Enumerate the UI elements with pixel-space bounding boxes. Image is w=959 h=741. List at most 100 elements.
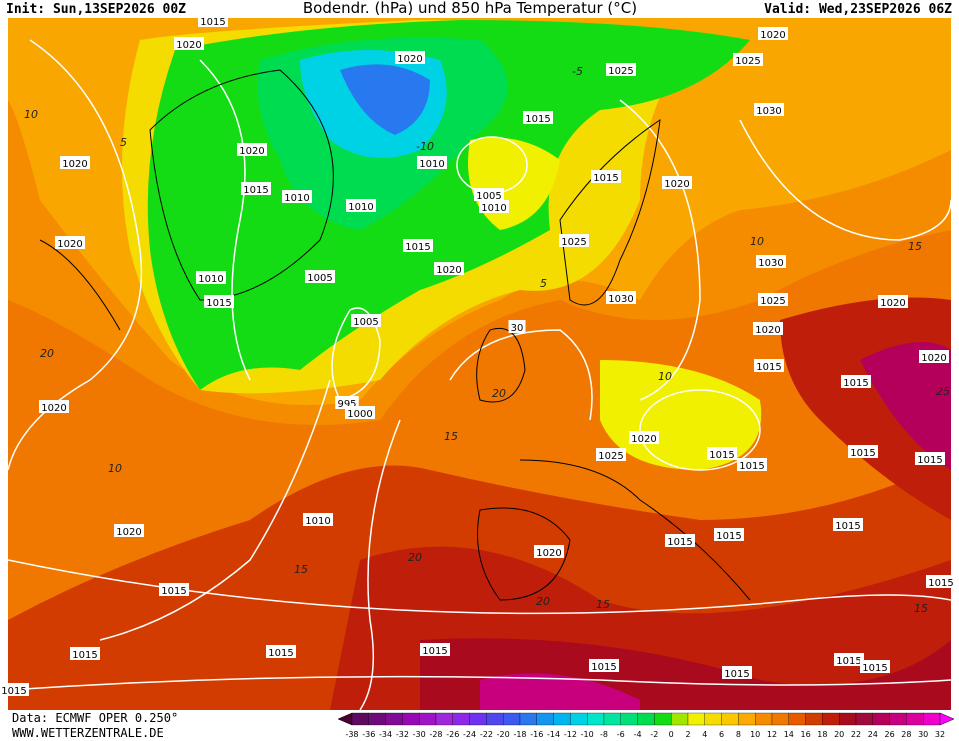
isobar-label-box	[589, 659, 619, 672]
isotherm-label: 10	[658, 370, 672, 383]
isobar-label-box	[508, 320, 526, 333]
isobar-label-box	[395, 51, 425, 64]
isobar-label-box	[596, 448, 626, 461]
colorbar-label: 10	[750, 730, 760, 739]
colorbar-bin	[435, 712, 453, 726]
isobar-label-box	[756, 255, 786, 268]
valid-time: Valid: Wed,23SEP2026 06Z	[764, 2, 952, 17]
colorbar-bin	[385, 712, 403, 726]
colorbar-bin	[587, 712, 605, 726]
colorbar: -38 -36 -34 -32 -30 -28 -26 -24 -22 -20 -18 -16 -14-…	[337, 712, 955, 739]
isotherm-label: 15	[914, 602, 928, 615]
isobar-label: 1010	[305, 516, 330, 527]
isobar-label-box	[159, 583, 189, 596]
isobar-label: 1010	[198, 274, 223, 285]
isobar-label-box	[714, 528, 744, 541]
isotherm-label: 15	[294, 563, 308, 576]
colorbar-bin	[771, 712, 789, 726]
colorbar-bin	[923, 712, 941, 726]
isobar-label: 1020	[664, 179, 689, 190]
isobar-label: 1010	[481, 203, 506, 214]
isotherm-label: 20	[492, 387, 506, 400]
isobar-label: 1015	[405, 242, 430, 253]
isobar-label: 1030	[758, 258, 783, 269]
colorbar-label: -12	[564, 730, 577, 739]
isobar-label-box	[346, 199, 376, 212]
isobar-label: 1025	[608, 66, 633, 77]
isobar-label: 1025	[561, 237, 586, 248]
isobar-label-box	[860, 660, 890, 673]
isobar-label: 1015	[724, 669, 749, 680]
isobar-label: 995	[337, 399, 356, 410]
isobar-label-box	[833, 518, 863, 531]
isobar-label: 1030	[756, 106, 781, 117]
colorbar-bin	[503, 712, 521, 726]
colorbar-label: -24	[463, 730, 476, 739]
isobar-label-box	[754, 103, 784, 116]
isobar-label: 1010	[284, 193, 309, 204]
isotherm-label: 5	[540, 277, 547, 290]
isotherm-label: 15	[596, 598, 610, 611]
isobar-label: 1005	[353, 317, 378, 328]
isobar-label-box	[754, 359, 784, 372]
colorbar-bin	[671, 712, 689, 726]
colorbar-label: 30	[918, 730, 928, 739]
isobar-label: 1020	[397, 54, 422, 65]
isobar-label: 1025	[735, 56, 760, 67]
colorbar-label: 22	[851, 730, 861, 739]
colorbar-bin	[654, 712, 672, 726]
isobar-label: 1020	[536, 548, 561, 559]
isobar-label: 1020	[880, 298, 905, 309]
colorbar-label: -34	[379, 730, 392, 739]
isobar-label: 1020	[176, 40, 201, 51]
isobar-label-box	[758, 293, 788, 306]
isobar-label: 1015	[862, 663, 887, 674]
isobar-label-box	[841, 375, 871, 388]
isobar-label-box	[345, 406, 375, 419]
isobar-label-box	[241, 182, 271, 195]
colorbar-bin	[536, 712, 554, 726]
isobar-label: 1015	[836, 656, 861, 667]
isobar-label-box	[417, 156, 447, 169]
isobar-label-box	[266, 645, 296, 658]
isobar-label-box	[758, 27, 788, 40]
colorbar-label: -2	[650, 730, 658, 739]
colorbar-bin	[839, 712, 857, 726]
isobar-label: 1020	[57, 239, 82, 250]
isobar-label: 1025	[598, 451, 623, 462]
colorbar-bin	[855, 712, 873, 726]
isobar-label-box	[55, 236, 85, 249]
colorbar-bin	[822, 712, 840, 726]
data-source: Data: ECMWF OPER 0.250°	[12, 711, 178, 725]
isotherm-label: -10	[416, 140, 434, 153]
colorbar-bin	[570, 712, 588, 726]
colorbar-label: -30	[413, 730, 426, 739]
isobar-label-box	[629, 431, 659, 444]
colorbar-label: 24	[868, 730, 878, 739]
colorbar-label: -32	[396, 730, 409, 739]
isotherm-label: 20	[408, 551, 422, 564]
colorbar-bin	[620, 712, 638, 726]
isobar-label: 30	[511, 323, 524, 334]
isobar-label: 1015	[835, 521, 860, 532]
isobar-label-box	[282, 190, 312, 203]
isobar-label: 1005	[476, 191, 501, 202]
isobar-label-box	[926, 575, 956, 588]
isobar-label: 1015	[268, 648, 293, 659]
isobar-label-box	[662, 176, 692, 189]
isobar-label: 1015	[593, 173, 618, 184]
colorbar-label: -36	[362, 730, 375, 739]
isobar-label-box	[114, 524, 144, 537]
colorbar-bin	[469, 712, 487, 726]
isobar-label: 1005	[307, 273, 332, 284]
isobar-label: 1020	[116, 527, 141, 538]
colorbar-label: 0	[669, 730, 674, 739]
isotherm-label: 10	[24, 108, 38, 121]
colorbar-bin	[738, 712, 756, 726]
colorbar-label: -26	[446, 730, 459, 739]
isobar-label: 1015	[716, 531, 741, 542]
isobar-label-box	[174, 37, 204, 50]
isobar-label: 1020	[239, 146, 264, 157]
isobar-label-box	[534, 545, 564, 558]
isobar-label: 1015	[161, 586, 186, 597]
